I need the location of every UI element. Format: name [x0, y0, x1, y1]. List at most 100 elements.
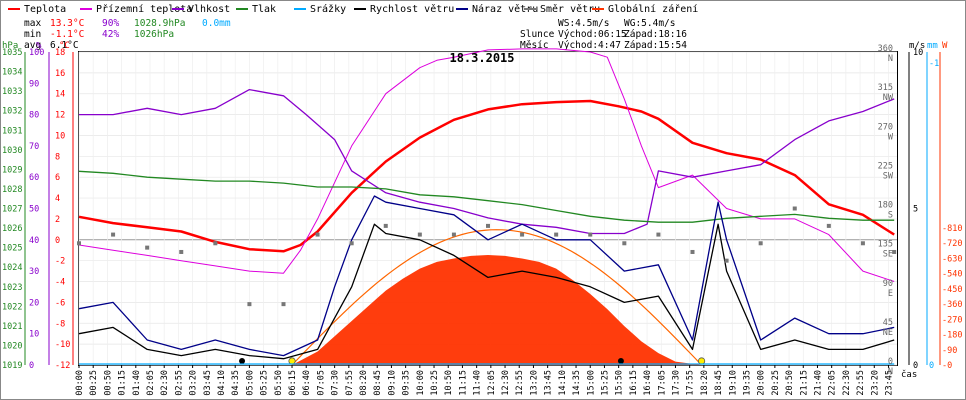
point-smer-vetru [77, 241, 81, 246]
x-tick-label: 12:55 [515, 370, 525, 396]
x-tick-label: 01:40 [132, 370, 142, 396]
x-tick-label: 05:25 [260, 370, 270, 396]
x-axis-label: čas [901, 369, 917, 380]
temp-tick-label: 0 [55, 236, 60, 246]
mm-axis-unit: mm [927, 41, 938, 51]
temp-tick-label: 10 [55, 131, 65, 141]
hpa-tick-label: 1033 [2, 87, 22, 97]
hpa-tick-label: 1019 [2, 361, 22, 371]
dir-tick-label: 225 [878, 161, 893, 171]
hpa-tick-label: 1020 [2, 341, 22, 351]
temp-tick-label: 6 [55, 173, 60, 183]
x-tick-label: 19:10 [728, 370, 738, 396]
x-tick-label: 18:45 [714, 370, 724, 396]
wind-tick-label: 5 [913, 205, 918, 215]
stats-block: max 13.3°C 90% 1028.9hPa 0.0mm min -1.1°… [24, 18, 231, 51]
x-tick-label: 02:55 [174, 370, 184, 396]
series-globalni-zareni-area [292, 255, 702, 365]
pct-tick-label: 90 [29, 79, 39, 89]
dir-name-label: NW [883, 93, 894, 103]
dir-tick-label: 45 [883, 318, 893, 328]
x-tick-label: 03:20 [189, 370, 199, 396]
legend-label-smer-vetru: Směr větru [540, 3, 600, 15]
x-tick-label: 16:40 [643, 370, 653, 396]
info-sunrise: Východ:06:15 [558, 29, 627, 40]
dir-tick-label: 90 [883, 279, 893, 289]
temp-axis-unit: °C [59, 41, 70, 51]
point-smer-vetru [281, 302, 286, 307]
pct-tick-label: 60 [29, 173, 39, 183]
dir-name-label: N [888, 367, 893, 377]
stats-max-hum: 90% [102, 18, 119, 29]
point-smer-vetru [383, 223, 388, 228]
pct-tick-label: 50 [29, 205, 39, 215]
dir-name-label: NE [883, 328, 893, 338]
x-tick-label: 21:40 [813, 370, 823, 396]
hpa-tick-label: 1021 [2, 322, 22, 332]
point-smer-vetru [554, 232, 559, 237]
rad-tick-label: -180 [942, 331, 962, 341]
stats-min-temp: -1.1°C [50, 29, 84, 40]
series-naraz-vetru [78, 195, 895, 357]
point-smer-vetru [656, 232, 661, 237]
x-tick-label: 17:30 [671, 370, 681, 396]
x-tick-label: 07:55 [345, 370, 355, 396]
x-tick-label: 22:05 [828, 370, 838, 396]
axes: 00:00 00:25 00:50 01:15 01:40 02:05 02:30 02:55… [2, 41, 962, 396]
dir-name-label: N [888, 54, 893, 64]
hpa-tick-label: 1034 [2, 68, 22, 78]
x-tick-label: 12:30 [501, 370, 511, 396]
x-tick-label: 11:40 [473, 370, 483, 396]
series-teplota [78, 99, 895, 253]
stats-min-press: 1026hPa [134, 29, 174, 40]
x-tick-label: 00:25 [89, 370, 99, 396]
info-sunset: Západ:18:16 [624, 29, 687, 40]
x-tick-label: 00:00 [75, 370, 85, 396]
x-tick-label: 23:20 [870, 370, 880, 396]
x-tick-label: 08:45 [373, 370, 383, 396]
x-tick-label: 14:35 [572, 370, 582, 396]
pct-tick-label: 30 [29, 267, 39, 277]
hpa-axis-unit: hPa [2, 41, 18, 51]
wind-tick-label: 10 [913, 48, 923, 58]
temp-tick-label: 12 [55, 111, 65, 121]
point-smer-vetru [826, 223, 831, 228]
hpa-tick-label: 1022 [2, 302, 22, 312]
legend-item-globalni-zareni: Globální záření [592, 3, 698, 15]
x-tick-label: 18:20 [700, 370, 710, 396]
point-smer-vetru [588, 232, 593, 237]
legend-item-prizemni-teplota: Přízemní teplota [80, 3, 192, 15]
dir-name-label: SW [883, 171, 894, 181]
point-smer-vetru [622, 241, 627, 246]
legend-label-prizemni-teplota: Přízemní teplota [96, 3, 192, 15]
sunset-marker [697, 357, 706, 365]
info-moonset: Západ:15:54 [624, 40, 687, 51]
stats-max-temp: 13.3°C [50, 18, 84, 29]
legend-label-vlhkost: Vlhkost [188, 4, 230, 15]
temp-tick-label: 8 [55, 152, 60, 162]
moonrise-marker [239, 358, 246, 364]
x-tick-label: 23:45 [884, 370, 894, 396]
dir-tick-label: 360 [878, 44, 893, 54]
point-smer-vetru [111, 232, 116, 237]
rad-tick-label: -90 [942, 346, 957, 356]
x-tick-label: 12:05 [487, 370, 497, 396]
legend-item-rychlost-vetru: Rychlost větru [354, 3, 454, 15]
point-smer-vetru [213, 241, 218, 246]
temp-tick-label: -2 [55, 257, 65, 267]
x-tick-label: 15:25 [600, 370, 610, 396]
info-wg: WG:5.4m/s [624, 18, 675, 29]
dir-name-label: S [888, 211, 893, 221]
hpa-tick-label: 1026 [2, 224, 22, 234]
stats-min-label: min [24, 29, 41, 40]
temp-tick-label: -8 [55, 319, 65, 329]
x-tick-label: 05:00 [245, 370, 255, 396]
chart-title: 18.3.2015 [449, 51, 514, 65]
point-smer-vetru [792, 206, 797, 211]
dir-name-label: SE [883, 250, 893, 260]
point-smer-vetru [758, 241, 763, 246]
hpa-tick-label: 1025 [2, 244, 22, 254]
moonset-marker [617, 358, 624, 364]
series-layer [77, 48, 897, 365]
